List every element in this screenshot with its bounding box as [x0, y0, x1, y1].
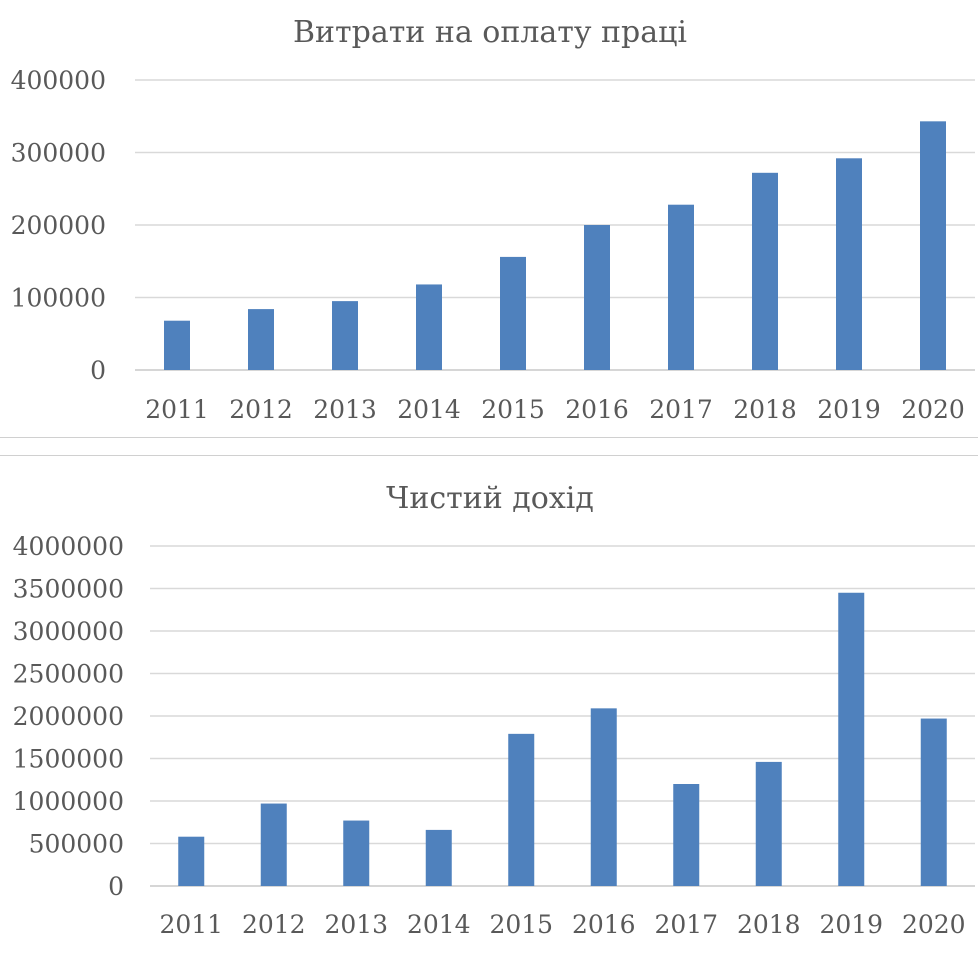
y-tick-label: 3500000 [13, 575, 124, 604]
x-tick-label: 2012 [229, 395, 293, 424]
y-tick-label: 0 [90, 356, 106, 385]
bar-2015 [500, 256, 526, 370]
divider [0, 455, 978, 456]
bar-2017 [668, 204, 694, 370]
x-tick-label: 2019 [819, 910, 883, 939]
y-tick-label: 2000000 [13, 702, 124, 731]
y-tick-label: 2500000 [13, 660, 124, 689]
y-tick-label: 1000000 [13, 787, 124, 816]
y-tick-label: 0 [108, 872, 124, 901]
divider [0, 437, 978, 438]
x-tick-label: 2018 [737, 910, 801, 939]
x-tick-label: 2020 [902, 910, 966, 939]
y-tick-label: 100000 [11, 284, 106, 313]
bar-2016 [584, 225, 610, 370]
chart-title: Витрати на оплату праці [293, 15, 687, 50]
x-tick-label: 2015 [489, 910, 553, 939]
x-tick-label: 2016 [572, 910, 636, 939]
x-tick-label: 2017 [649, 395, 713, 424]
chart-labor-costs-svg: Витрати на оплату праці 0 100000 200000 300… [11, 15, 975, 424]
bar-2012 [260, 803, 287, 886]
y-tick-label: 4000000 [13, 532, 124, 561]
x-tick-label: 2017 [654, 910, 718, 939]
y-tick-label: 200000 [11, 211, 106, 240]
bar-2017 [673, 784, 700, 886]
y-tick-label: 300000 [11, 139, 106, 168]
x-tick-label: 2011 [159, 910, 223, 939]
bar-2020 [920, 121, 946, 370]
x-tick-label: 2016 [565, 395, 629, 424]
y-tick-label: 400000 [11, 66, 106, 95]
x-tick-label: 2011 [145, 395, 209, 424]
x-tick-label: 2018 [733, 395, 797, 424]
bar-2011 [178, 836, 205, 886]
bar-2011 [164, 320, 190, 370]
chart-title: Чистий дохід [386, 481, 594, 516]
bar-2014 [416, 284, 442, 370]
chart-labor-costs: Витрати на оплату праці 0 100000 200000 300… [0, 0, 978, 440]
bar-2013 [343, 820, 370, 886]
bar-2014 [425, 829, 452, 886]
bar-2019 [838, 592, 865, 886]
x-tick-label: 2015 [481, 395, 545, 424]
bar-2019 [836, 158, 862, 370]
bar-2020 [920, 718, 947, 886]
y-tick-label: 3000000 [13, 617, 124, 646]
x-tick-label: 2020 [901, 395, 965, 424]
x-tick-label: 2014 [397, 395, 461, 424]
x-tick-label: 2013 [324, 910, 388, 939]
chart-net-income: Чистий дохід 0 500000 1000000 1500000 200000… [0, 458, 978, 948]
y-tick-label: 500000 [29, 830, 124, 859]
chart-net-income-svg: Чистий дохід 0 500000 1000000 1500000 200000… [13, 481, 975, 939]
x-tick-label: 2013 [313, 395, 377, 424]
y-tick-label: 1500000 [13, 745, 124, 774]
x-tick-label: 2019 [817, 395, 881, 424]
bar-2012 [248, 309, 274, 370]
bar-2013 [332, 301, 358, 370]
x-tick-label: 2014 [407, 910, 471, 939]
bar-2018 [752, 172, 778, 370]
x-tick-label: 2012 [242, 910, 306, 939]
bar-2018 [755, 761, 782, 886]
bar-2016 [590, 708, 617, 886]
bar-2015 [508, 733, 535, 886]
